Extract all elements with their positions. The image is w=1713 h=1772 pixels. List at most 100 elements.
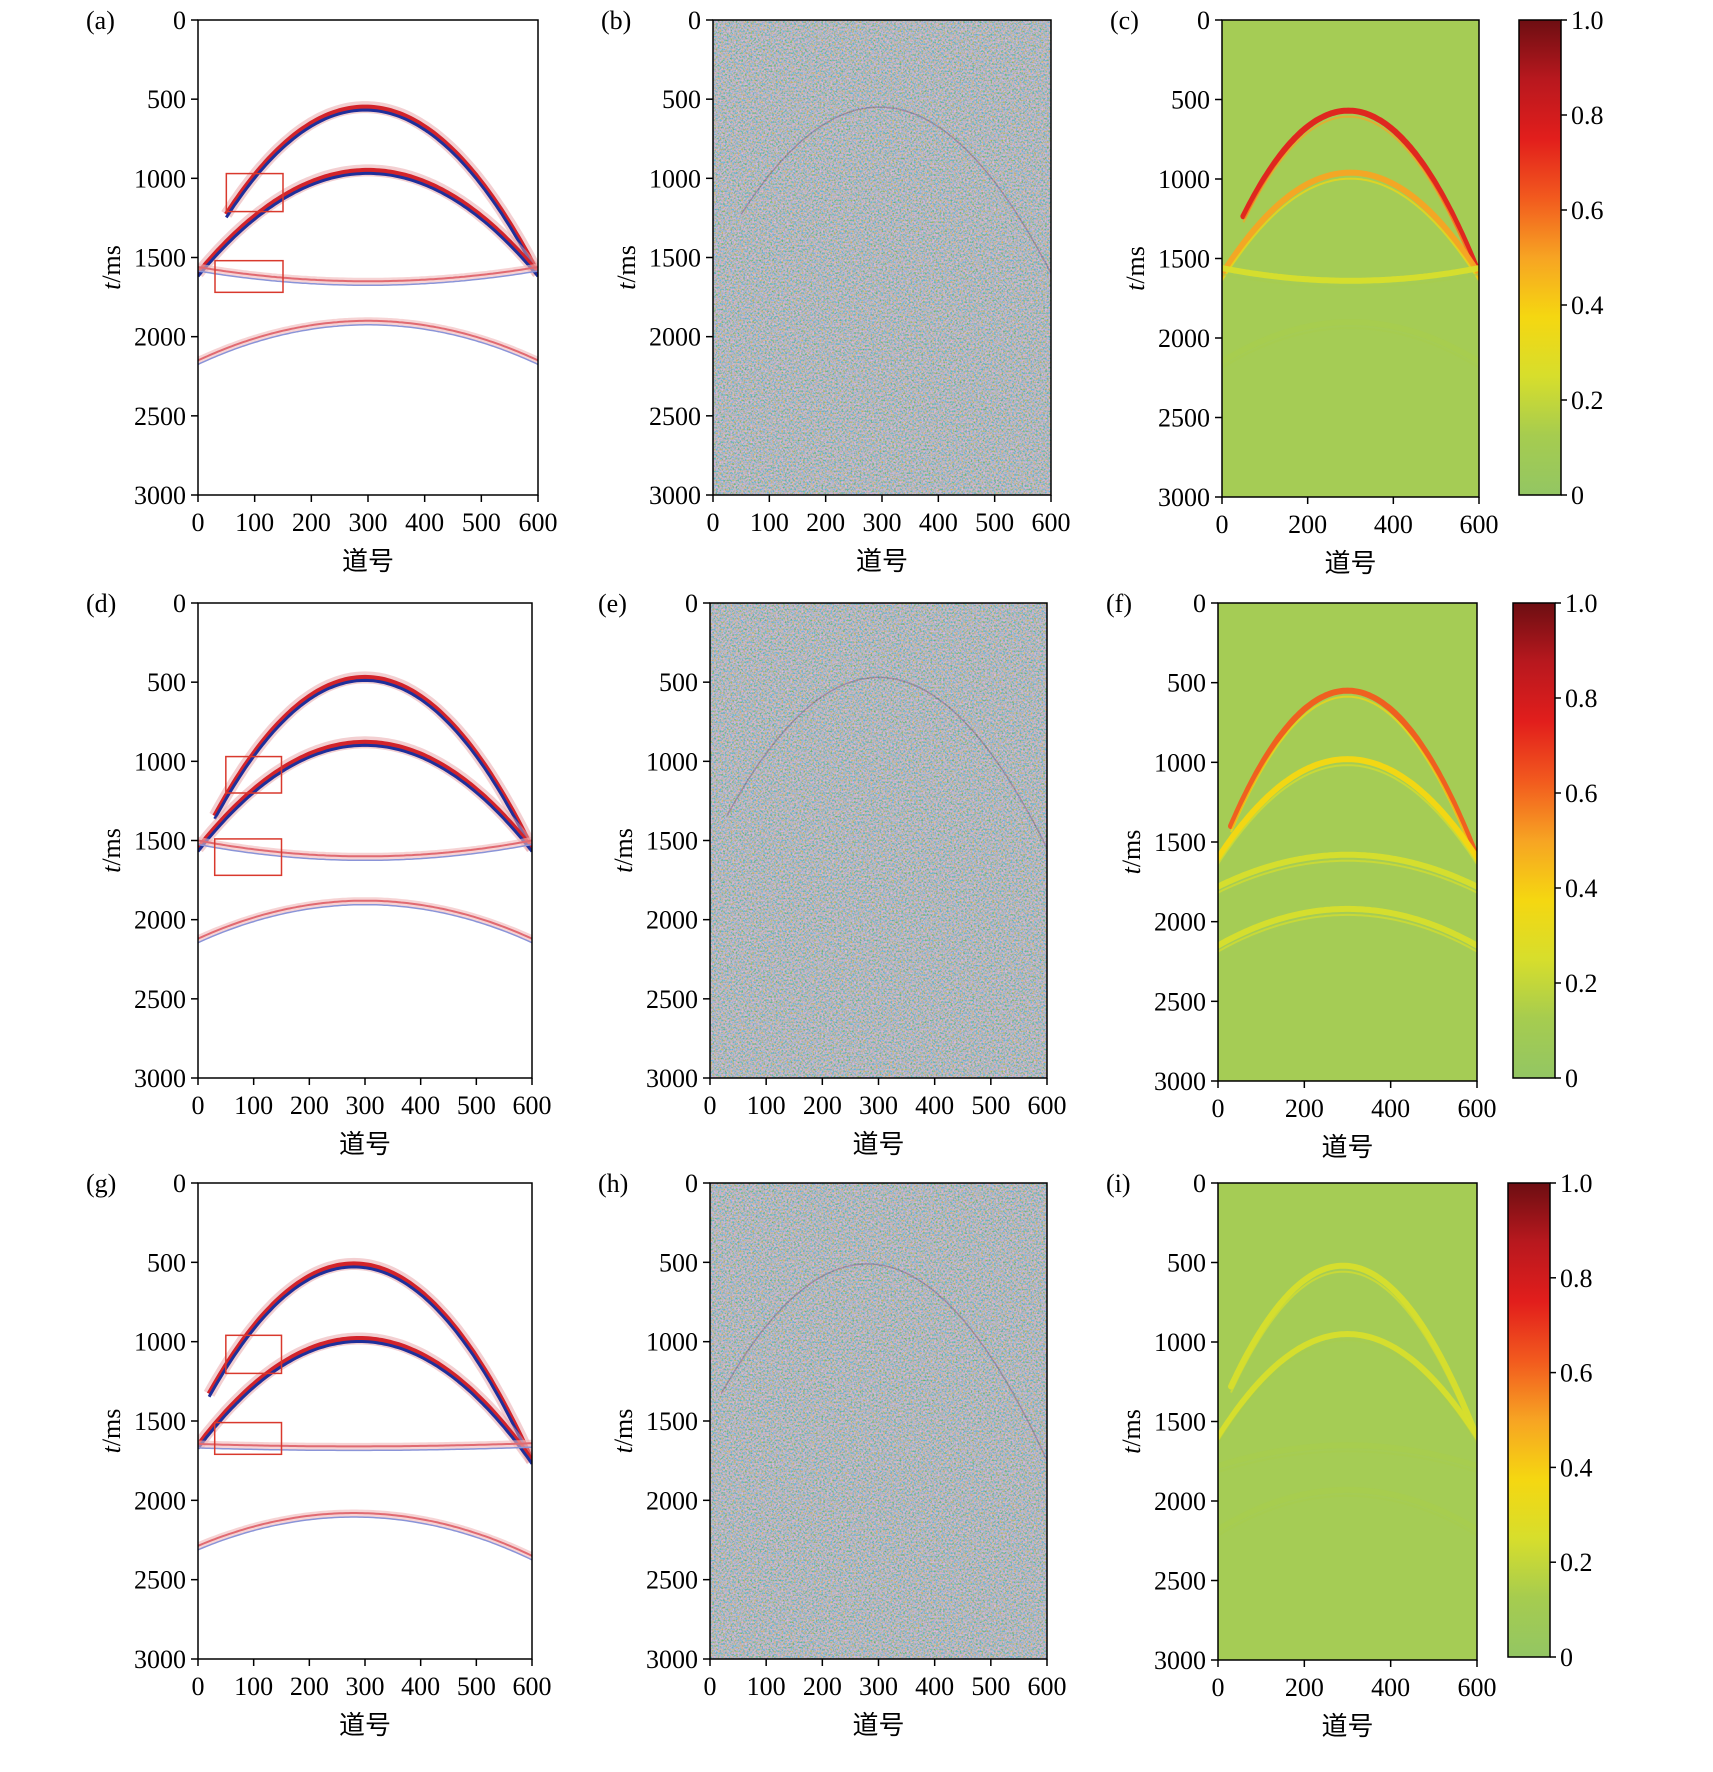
y-tick-label: 1000 xyxy=(134,747,186,776)
y-tick-label: 0 xyxy=(1193,1169,1206,1198)
y-tick-label: 2500 xyxy=(1158,404,1210,433)
x-tick-label: 400 xyxy=(401,1672,440,1701)
x-tick-label: 400 xyxy=(915,1091,954,1120)
attribute-event-lobe xyxy=(1218,859,1477,894)
annotation-box xyxy=(225,755,283,794)
y-axis-label-unit: /ms xyxy=(1117,830,1146,868)
colorbar-tick-label: 1.0 xyxy=(1571,6,1604,35)
x-tick-label: 400 xyxy=(915,1672,954,1701)
noise-texture xyxy=(710,603,1047,1078)
y-tick-label: 1500 xyxy=(649,244,701,273)
noise-texture xyxy=(710,1183,1047,1659)
y-tick-label: 500 xyxy=(1167,669,1206,698)
attribute-event xyxy=(1218,1442,1477,1469)
attribute-event xyxy=(1222,265,1479,284)
y-axis-label-unit: /ms xyxy=(97,828,126,866)
colorbar-tick-label: 0.2 xyxy=(1571,386,1604,415)
y-tick-label: 3000 xyxy=(134,1064,186,1093)
attribute-event xyxy=(1218,756,1477,861)
panel-label: (b) xyxy=(601,6,631,35)
y-tick-label: 1000 xyxy=(646,747,698,776)
annotation-box xyxy=(225,172,284,213)
x-tick-label: 300 xyxy=(346,1672,385,1701)
y-tick-label: 2500 xyxy=(134,402,186,431)
y-axis-label-var: t xyxy=(1117,866,1146,874)
x-tick-label: 500 xyxy=(457,1672,496,1701)
event-peak xyxy=(198,1512,532,1557)
y-tick-label: 2000 xyxy=(1158,324,1210,353)
y-tick-label: 0 xyxy=(688,6,701,35)
y-tick-label: 500 xyxy=(147,668,186,697)
x-tick-label: 0 xyxy=(1216,510,1229,539)
plot-background xyxy=(198,1183,532,1659)
x-tick-label: 200 xyxy=(803,1672,842,1701)
x-axis-label: 道号 xyxy=(339,1130,391,1159)
x-axis-label: 道号 xyxy=(1321,1133,1373,1162)
x-tick-label: 600 xyxy=(513,1091,552,1120)
colorbar-tick-label: 0.4 xyxy=(1565,874,1598,903)
attribute-event-lobe xyxy=(1222,327,1479,369)
y-axis-label-unit: /ms xyxy=(97,1409,126,1447)
colorbar-tick-label: 0.6 xyxy=(1565,779,1598,808)
panel-label: (d) xyxy=(86,589,116,618)
event-trough xyxy=(198,270,538,287)
y-tick-label: 2000 xyxy=(134,323,186,352)
panel-label: (f) xyxy=(1106,589,1132,618)
attribute-event-lobe xyxy=(1218,1338,1477,1444)
event-peak xyxy=(198,839,532,858)
x-tick-label: 100 xyxy=(234,1672,273,1701)
y-tick-label: 1500 xyxy=(646,1407,698,1436)
residual-event xyxy=(740,106,1051,274)
y-tick-label: 1000 xyxy=(134,1328,186,1357)
events-layer xyxy=(720,1263,1047,1462)
y-tick-label: 1000 xyxy=(649,164,701,193)
x-tick-label: 600 xyxy=(513,1672,552,1701)
y-tick-label: 500 xyxy=(147,85,186,114)
y-axis-label: t/ms xyxy=(97,1409,126,1454)
residual-event xyxy=(720,1263,1047,1462)
panel-label: (i) xyxy=(1106,1169,1131,1198)
annotation-box xyxy=(213,1421,283,1456)
event-peak xyxy=(206,1261,532,1462)
y-tick-label: 0 xyxy=(173,6,186,35)
x-tick-label: 0 xyxy=(704,1672,717,1701)
y-tick-label: 1000 xyxy=(134,164,186,193)
y-tick-label: 1500 xyxy=(1154,828,1206,857)
colorbar xyxy=(1518,19,1562,496)
x-tick-label: 100 xyxy=(235,508,274,537)
event-trough xyxy=(213,678,532,853)
attribute-event-lobe xyxy=(1230,1270,1477,1444)
x-axis-label: 道号 xyxy=(852,1711,904,1740)
x-axis-label: 道号 xyxy=(342,547,394,576)
event-trough xyxy=(198,1446,532,1452)
y-axis-label-unit: /ms xyxy=(1117,1409,1146,1447)
colorbar-tick-label: 0 xyxy=(1565,1064,1578,1093)
panel-label: (c) xyxy=(1110,6,1139,35)
attribute-event-lobe xyxy=(1218,764,1477,865)
y-axis-label: t/ms xyxy=(1117,1409,1146,1454)
panel-label: (a) xyxy=(86,6,115,35)
x-tick-label: 100 xyxy=(750,508,789,537)
y-tick-label: 0 xyxy=(685,1169,698,1198)
annotation-box xyxy=(214,259,284,294)
x-tick-label: 200 xyxy=(290,1672,329,1701)
x-tick-label: 500 xyxy=(462,508,501,537)
y-axis-label-var: t xyxy=(1121,283,1150,291)
y-tick-label: 1500 xyxy=(1154,1408,1206,1437)
x-tick-label: 400 xyxy=(919,508,958,537)
event-peak xyxy=(198,739,532,850)
attribute-event xyxy=(1222,319,1479,365)
y-tick-label: 1500 xyxy=(134,244,186,273)
colorbar xyxy=(1512,602,1556,1079)
events-layer xyxy=(1218,1262,1477,1537)
y-tick-label: 1500 xyxy=(134,1407,186,1436)
x-tick-label: 300 xyxy=(859,1672,898,1701)
y-tick-label: 0 xyxy=(1197,6,1210,35)
colorbar-tick-label: 0 xyxy=(1571,481,1584,510)
y-tick-label: 500 xyxy=(662,85,701,114)
x-tick-label: 600 xyxy=(1458,1094,1497,1123)
panel-label: (e) xyxy=(598,589,627,618)
x-tick-label: 600 xyxy=(519,508,558,537)
